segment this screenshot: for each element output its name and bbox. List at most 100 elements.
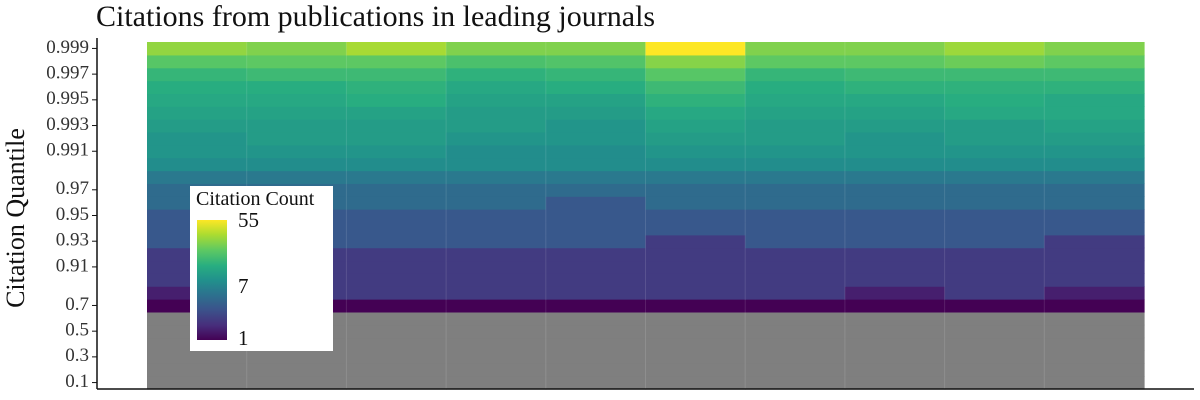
heatmap-cell bbox=[944, 144, 1045, 159]
heatmap-cell bbox=[645, 363, 746, 377]
heatmap-cell bbox=[346, 209, 447, 223]
heatmap-cell bbox=[645, 273, 746, 287]
heatmap-cell bbox=[944, 209, 1045, 223]
heatmap-cell bbox=[645, 299, 746, 313]
heatmap-cell bbox=[545, 196, 647, 210]
heatmap-cell bbox=[844, 209, 946, 223]
heatmap-cell bbox=[545, 376, 647, 390]
heatmap-cell bbox=[545, 67, 647, 82]
heatmap-cell bbox=[645, 93, 746, 107]
y-axis-label: Citation Quantile bbox=[1, 128, 30, 308]
heatmap-cell bbox=[944, 131, 1045, 146]
heatmap-cell bbox=[745, 324, 846, 339]
y-tick-label: 0.91 bbox=[56, 255, 89, 276]
heatmap-cell bbox=[246, 54, 347, 69]
heatmap-cell bbox=[844, 106, 946, 120]
heatmap-cell bbox=[446, 67, 547, 82]
heatmap-cell bbox=[745, 337, 846, 352]
heatmap-cell bbox=[1044, 299, 1145, 313]
heatmap-cell bbox=[346, 363, 447, 377]
heatmap-cell bbox=[844, 234, 946, 249]
heatmap-cell bbox=[545, 170, 647, 184]
heatmap-cell bbox=[346, 93, 447, 107]
heatmap-cell bbox=[1044, 183, 1145, 197]
heatmap-cell bbox=[545, 299, 647, 313]
heatmap-cell bbox=[545, 144, 647, 159]
heatmap-cell bbox=[944, 376, 1045, 390]
heatmap-cell bbox=[246, 67, 347, 82]
heatmap-cell bbox=[545, 106, 647, 120]
heatmap-cell bbox=[645, 131, 746, 146]
heatmap-cell bbox=[944, 93, 1045, 107]
heatmap-cell bbox=[1044, 42, 1145, 56]
heatmap-cell bbox=[844, 350, 946, 364]
heatmap-cell bbox=[346, 376, 447, 390]
heatmap-cell bbox=[645, 54, 746, 69]
heatmap-cell bbox=[745, 144, 846, 159]
heatmap-cell bbox=[545, 311, 647, 326]
heatmap-cell bbox=[545, 119, 647, 133]
heatmap-cell bbox=[944, 196, 1045, 210]
y-tick-label: 0.5 bbox=[65, 320, 89, 341]
heatmap-cell bbox=[1044, 311, 1145, 326]
heatmap-cell bbox=[446, 324, 547, 339]
heatmap-cell bbox=[944, 299, 1045, 313]
heatmap-cell bbox=[246, 363, 347, 377]
heatmap-cell bbox=[645, 311, 746, 326]
heatmap-cell bbox=[645, 286, 746, 300]
heatmap-cell bbox=[745, 67, 846, 82]
heatmap-cell bbox=[844, 183, 946, 197]
heatmap-cell bbox=[545, 131, 647, 146]
y-tick-label: 0.1 bbox=[65, 371, 89, 392]
heatmap-cell bbox=[844, 131, 946, 146]
heatmap-cell bbox=[346, 67, 447, 82]
heatmap-cell bbox=[246, 157, 347, 172]
heatmap-cell bbox=[944, 247, 1045, 262]
heatmap-cell bbox=[944, 337, 1045, 352]
heatmap-cell bbox=[346, 144, 447, 159]
heatmap-cell bbox=[745, 196, 846, 210]
heatmap-cell bbox=[1044, 350, 1145, 364]
heatmap-cell bbox=[745, 54, 846, 69]
y-tick-label: 0.93 bbox=[56, 230, 89, 251]
heatmap-cell bbox=[944, 221, 1045, 236]
heatmap-cell bbox=[446, 260, 547, 274]
heatmap-cell bbox=[844, 221, 946, 236]
legend-label-mid: 7 bbox=[238, 274, 249, 298]
heatmap-cell bbox=[944, 260, 1045, 274]
legend-colorbar bbox=[197, 220, 227, 340]
heatmap-cell bbox=[147, 363, 248, 377]
heatmap-cell bbox=[1044, 286, 1145, 300]
heatmap-cell bbox=[545, 93, 647, 107]
heatmap-cell bbox=[147, 350, 248, 364]
heatmap-cell bbox=[346, 324, 447, 339]
heatmap-cell bbox=[446, 363, 547, 377]
heatmap-cell bbox=[346, 80, 447, 95]
heatmap-cell bbox=[446, 350, 547, 364]
heatmap-cell bbox=[1044, 324, 1145, 339]
heatmap-cell bbox=[844, 299, 946, 313]
heatmap-cell bbox=[246, 93, 347, 107]
heatmap-cell bbox=[1044, 170, 1145, 184]
heatmap-cell bbox=[1044, 196, 1145, 210]
heatmap-cell bbox=[446, 299, 547, 313]
heatmap-cell bbox=[1044, 234, 1145, 249]
heatmap-cell bbox=[446, 376, 547, 390]
heatmap-cell bbox=[745, 376, 846, 390]
heatmap-cell bbox=[844, 93, 946, 107]
heatmap-cell bbox=[645, 234, 746, 249]
heatmap-cell bbox=[645, 196, 746, 210]
heatmap-cell bbox=[446, 221, 547, 236]
heatmap-cell bbox=[446, 93, 547, 107]
heatmap-cell bbox=[844, 247, 946, 262]
heatmap-cell bbox=[745, 131, 846, 146]
heatmap-cell bbox=[1044, 93, 1145, 107]
heatmap-cell bbox=[246, 119, 347, 133]
heatmap-cell bbox=[446, 209, 547, 223]
heatmap-cell bbox=[745, 42, 846, 56]
heatmap-cell bbox=[346, 119, 447, 133]
heatmap-cell bbox=[844, 144, 946, 159]
heatmap-cell bbox=[446, 131, 547, 146]
heatmap-cell bbox=[944, 54, 1045, 69]
heatmap-cell bbox=[147, 131, 248, 146]
